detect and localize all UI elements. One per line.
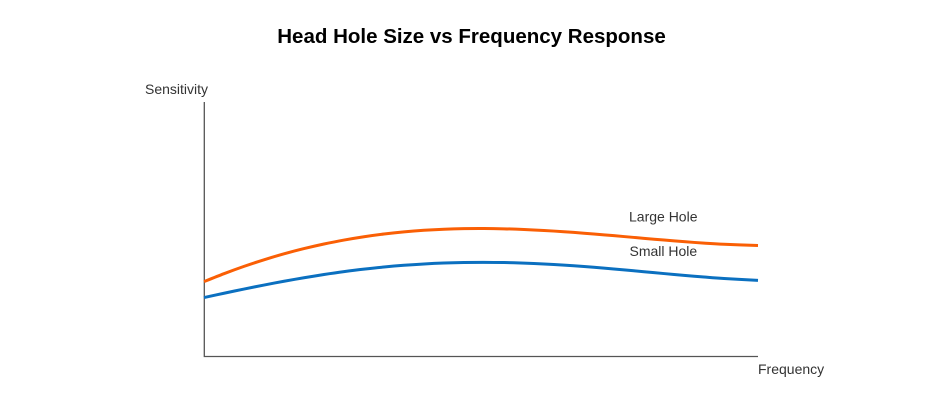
svg-text:Sensitivity: Sensitivity <box>145 81 208 97</box>
svg-text:Small Hole: Small Hole <box>630 243 698 259</box>
svg-text:Head Hole Size vs Frequency Re: Head Hole Size vs Frequency Response <box>277 25 666 48</box>
svg-text:Large Hole: Large Hole <box>629 208 698 224</box>
svg-text:Frequency: Frequency <box>758 361 824 377</box>
